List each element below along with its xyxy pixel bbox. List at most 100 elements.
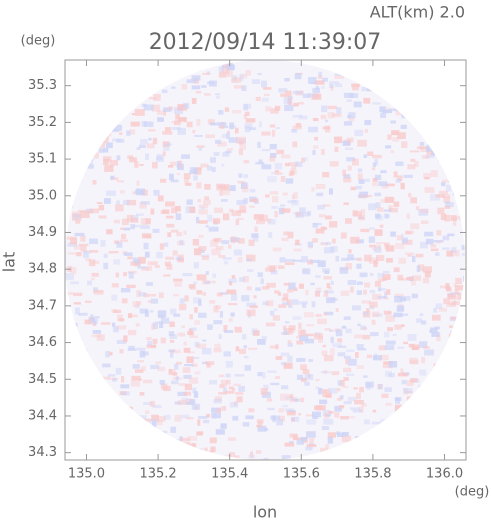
speckle: [108, 406, 117, 411]
speckle: [142, 88, 150, 92]
speckle: [439, 407, 448, 413]
speckle: [421, 320, 427, 325]
speckle: [128, 77, 137, 85]
speckle: [265, 194, 270, 198]
speckle: [449, 325, 453, 328]
speckle: [449, 301, 457, 306]
speckle: [445, 146, 454, 150]
speckle: [425, 238, 434, 245]
speckle: [151, 323, 156, 330]
speckle: [79, 243, 89, 247]
speckle: [261, 148, 271, 152]
speckle: [359, 406, 364, 413]
speckle: [324, 311, 334, 316]
speckle: [248, 239, 255, 246]
speckle: [152, 338, 158, 344]
speckle: [169, 161, 176, 166]
speckle: [401, 71, 410, 77]
speckle: [216, 292, 223, 297]
speckle: [443, 196, 451, 203]
speckle: [173, 107, 183, 114]
speckle: [96, 70, 101, 74]
speckle: [282, 192, 288, 196]
speckle: [325, 389, 331, 393]
speckle: [271, 171, 276, 175]
speckle: [186, 121, 193, 128]
speckle: [302, 369, 310, 375]
speckle: [166, 223, 175, 228]
speckle: [332, 342, 342, 348]
speckle: [343, 92, 354, 99]
speckle: [141, 365, 146, 371]
speckle: [166, 264, 173, 270]
speckle: [372, 248, 377, 251]
speckle: [271, 196, 279, 203]
speckle: [188, 377, 199, 384]
speckle: [405, 390, 413, 394]
speckle: [163, 434, 168, 438]
speckle: [194, 320, 200, 325]
speckle: [348, 458, 356, 460]
speckle: [120, 443, 127, 449]
speckle: [181, 325, 185, 329]
speckle: [175, 376, 179, 381]
speckle: [171, 446, 181, 450]
speckle: [447, 428, 453, 432]
speckle: [68, 322, 78, 327]
speckle: [74, 245, 81, 250]
speckle: [136, 180, 140, 186]
speckle: [88, 259, 96, 267]
speckle: [254, 226, 258, 233]
speckle: [203, 447, 208, 454]
speckle: [232, 110, 242, 114]
speckle: [257, 272, 263, 278]
speckle: [181, 441, 191, 445]
speckle: [287, 231, 294, 239]
speckle: [424, 128, 429, 135]
speckle: [74, 90, 79, 96]
speckle: [116, 155, 121, 161]
speckle: [433, 240, 444, 243]
speckle: [315, 85, 319, 90]
speckle: [432, 135, 439, 138]
speckle: [422, 266, 432, 273]
speckle: [186, 79, 197, 84]
speckle: [435, 414, 441, 418]
speckle: [304, 338, 314, 344]
speckle: [242, 276, 249, 283]
speckle: [446, 142, 453, 147]
speckle: [404, 405, 411, 412]
speckle: [436, 400, 444, 407]
speckle: [71, 458, 77, 460]
speckle: [146, 143, 155, 149]
speckle: [237, 256, 243, 263]
speckle: [95, 119, 103, 124]
speckle: [321, 85, 325, 89]
speckle: [400, 295, 411, 301]
speckle: [399, 278, 409, 281]
speckle: [104, 165, 114, 172]
speckle: [127, 329, 137, 336]
speckle: [407, 254, 412, 257]
speckle: [284, 162, 290, 167]
speckle: [78, 112, 85, 117]
speckle: [301, 256, 308, 263]
speckle: [424, 431, 432, 439]
speckle: [160, 383, 168, 390]
speckle: [342, 140, 351, 146]
speckle: [287, 355, 293, 363]
speckle: [402, 387, 413, 394]
speckle: [255, 162, 265, 165]
speckle: [438, 190, 448, 195]
speckle: [357, 139, 367, 147]
speckle: [91, 441, 96, 449]
speckle: [228, 62, 233, 70]
speckle: [174, 70, 180, 76]
speckle: [372, 409, 377, 413]
speckle: [86, 83, 93, 90]
speckle: [378, 181, 388, 187]
speckle: [101, 423, 109, 426]
speckle: [175, 113, 180, 120]
speckle: [448, 369, 455, 376]
speckle: [115, 84, 121, 89]
